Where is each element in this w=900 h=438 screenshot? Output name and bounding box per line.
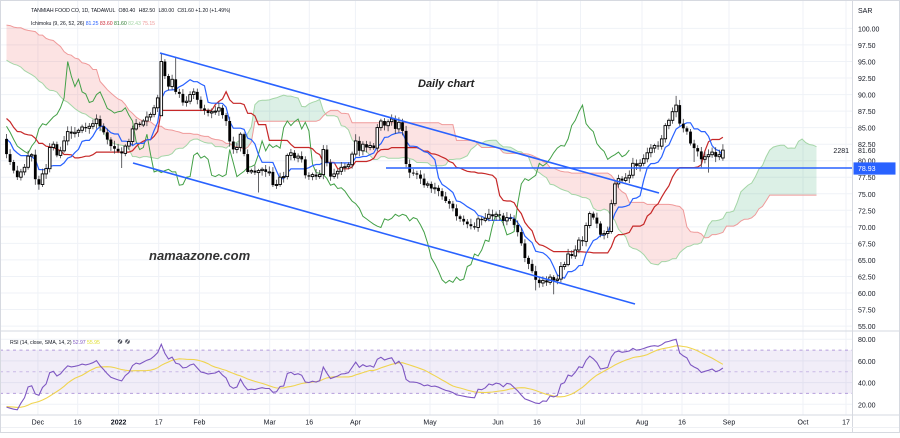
svg-text:SAR: SAR [858, 8, 872, 15]
svg-text:87.50: 87.50 [858, 109, 876, 116]
svg-text:40.00: 40.00 [858, 381, 876, 388]
svg-text:Sep: Sep [723, 420, 736, 427]
svg-text:Daily chart: Daily chart [418, 78, 476, 90]
svg-text:Jul: Jul [576, 420, 585, 427]
svg-text:Ichimoku (9, 26, 52, 26) 81.25: Ichimoku (9, 26, 52, 26) 81.25 83.60 81.… [31, 21, 155, 27]
svg-text:16: 16 [533, 420, 541, 427]
svg-text:81.60: 81.60 [858, 148, 876, 155]
svg-text:Apr: Apr [350, 420, 362, 427]
svg-text:72.50: 72.50 [858, 208, 876, 215]
svg-text:78.93: 78.93 [858, 166, 876, 173]
svg-text:90.00: 90.00 [858, 93, 876, 100]
svg-text:95.00: 95.00 [858, 60, 876, 67]
svg-text:82.50: 82.50 [858, 142, 876, 149]
svg-text:100.00: 100.00 [858, 26, 880, 33]
svg-text:Jun: Jun [492, 420, 503, 427]
svg-text:97.50: 97.50 [858, 43, 876, 50]
svg-text:77.50: 77.50 [858, 175, 876, 182]
svg-text:60.00: 60.00 [858, 291, 876, 298]
svg-text:60.00: 60.00 [858, 359, 876, 366]
svg-text:May: May [423, 420, 437, 427]
svg-text:2281: 2281 [833, 148, 849, 155]
svg-text:80.00: 80.00 [858, 337, 876, 344]
svg-text:Mar: Mar [264, 420, 277, 427]
svg-text:Dec: Dec [32, 420, 45, 427]
svg-text:85.00: 85.00 [858, 126, 876, 133]
svg-text:92.50: 92.50 [858, 76, 876, 83]
svg-text:16: 16 [678, 420, 686, 427]
svg-text:70.00: 70.00 [858, 225, 876, 232]
svg-text:TANMIAH FOOD CO, 1D, TADAWUL O: TANMIAH FOOD CO, 1D, TADAWUL O80.40 H82.… [31, 8, 231, 14]
svg-text:65.00: 65.00 [858, 258, 876, 265]
svg-text:16: 16 [305, 420, 313, 427]
svg-text:17: 17 [842, 420, 850, 427]
svg-text:62.50: 62.50 [858, 275, 876, 282]
svg-text:Aug: Aug [636, 420, 649, 427]
svg-text:75.00: 75.00 [858, 192, 876, 199]
svg-text:Feb: Feb [193, 420, 205, 427]
svg-text:67.50: 67.50 [858, 241, 876, 248]
svg-text:17: 17 [155, 420, 163, 427]
svg-text:57.50: 57.50 [858, 308, 876, 315]
svg-text:namaazone.com: namaazone.com [149, 248, 251, 263]
svg-text:55.00: 55.00 [858, 324, 876, 331]
svg-text:RSI (14, close, SMA, 14, 2) 52: RSI (14, close, SMA, 14, 2) 52.97 55.95 [10, 340, 100, 346]
svg-text:Oct: Oct [798, 420, 809, 427]
svg-text:80.00: 80.00 [858, 159, 876, 166]
svg-text:2022: 2022 [111, 420, 127, 427]
svg-text:16: 16 [74, 420, 82, 427]
svg-text:20.00: 20.00 [858, 402, 876, 409]
